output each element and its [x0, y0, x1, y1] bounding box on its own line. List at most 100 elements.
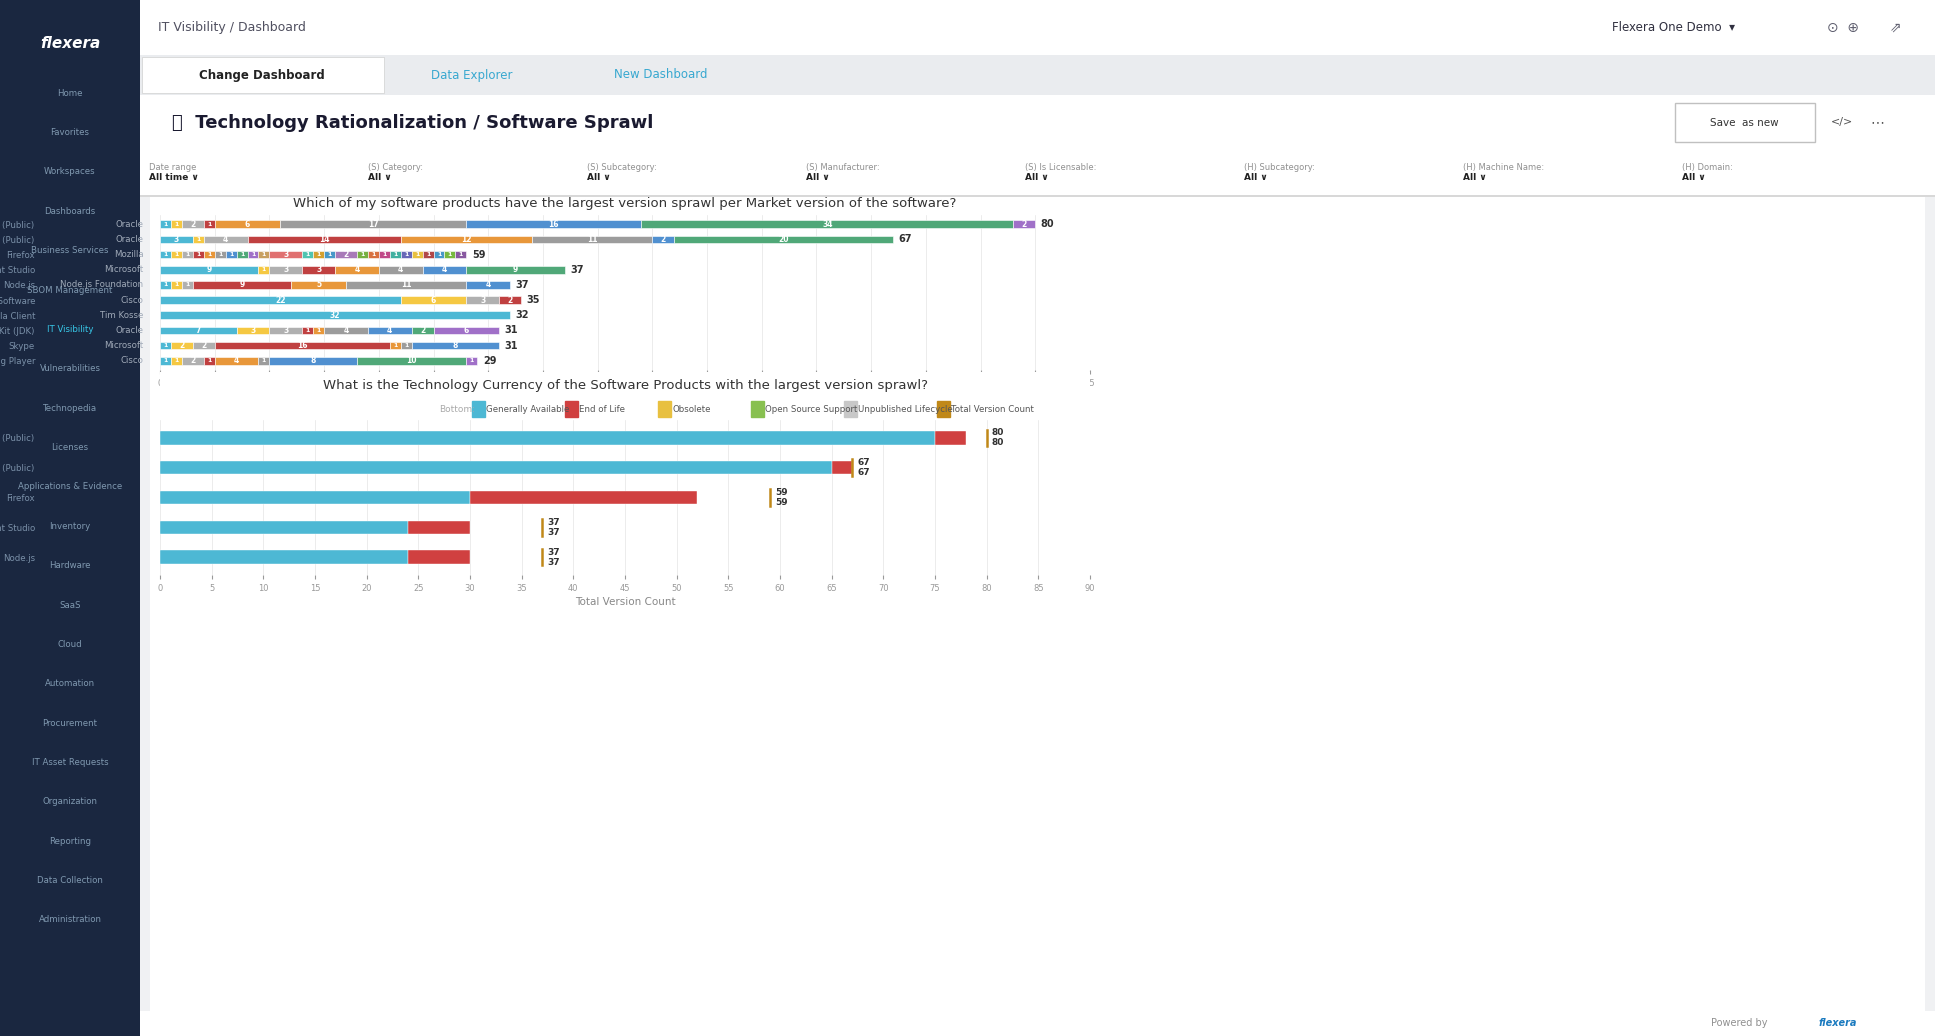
Bar [161, 521, 408, 534]
Bar [292, 281, 346, 289]
Bar [346, 281, 466, 289]
Text: Administration: Administration [39, 916, 101, 924]
Text: 1: 1 [186, 252, 190, 257]
Bar [356, 251, 368, 258]
Bar [194, 342, 215, 349]
Text: 11: 11 [401, 281, 412, 289]
Bar [455, 251, 466, 258]
Text: 35: 35 [526, 295, 540, 305]
Text: 1: 1 [393, 343, 397, 348]
Text: (H) Subcategory:: (H) Subcategory: [1244, 163, 1314, 172]
Text: 1: 1 [261, 267, 267, 272]
Text: 32: 32 [329, 311, 341, 320]
Bar [203, 235, 248, 243]
Text: Cisco: Cisco [120, 295, 143, 305]
Text: ⇗: ⇗ [1890, 21, 1902, 34]
Text: Open Source Support: Open Source Support [766, 404, 857, 413]
Text: Powered by: Powered by [1711, 1018, 1772, 1029]
Text: 1: 1 [174, 222, 178, 227]
Text: 37: 37 [515, 280, 528, 290]
Text: 67: 67 [898, 234, 911, 244]
Text: 1: 1 [317, 328, 321, 333]
Bar [532, 235, 652, 243]
Text: 6: 6 [246, 220, 250, 229]
Text: 2: 2 [507, 295, 513, 305]
Text: IT Visibility / Dashboard: IT Visibility / Dashboard [159, 21, 306, 34]
Text: Oracle: Oracle [116, 235, 143, 243]
Bar [565, 401, 577, 416]
Bar [751, 401, 764, 416]
Bar [356, 357, 466, 365]
Text: 59: 59 [774, 488, 788, 497]
Text: 4: 4 [486, 281, 491, 289]
Text: All ∨: All ∨ [1026, 173, 1049, 182]
Bar [832, 461, 851, 474]
Text: 4: 4 [399, 265, 402, 275]
Bar [408, 550, 470, 564]
Bar [236, 326, 269, 335]
Bar [673, 235, 894, 243]
Text: Applications & Evidence: Applications & Evidence [17, 483, 122, 491]
Text: New Dashboard: New Dashboard [613, 68, 708, 82]
Bar [445, 251, 455, 258]
Text: 80: 80 [993, 428, 1004, 437]
Text: Tim Kosse: Tim Kosse [101, 311, 143, 320]
Bar [182, 281, 194, 289]
Bar [182, 251, 194, 258]
Bar [422, 266, 466, 274]
Bar [194, 235, 203, 243]
Bar [161, 266, 259, 274]
Text: 2: 2 [660, 235, 666, 243]
Text: Technopedia: Technopedia [43, 404, 97, 412]
Text: Bottom:: Bottom: [439, 404, 474, 413]
Text: All ∨: All ∨ [1682, 173, 1705, 182]
Text: 11: 11 [586, 235, 598, 243]
Text: (S) Subcategory:: (S) Subcategory: [586, 163, 656, 172]
Text: Node.js Foundation: Node.js Foundation [60, 281, 143, 289]
Bar [401, 296, 466, 304]
Text: 1: 1 [207, 222, 211, 227]
Bar [844, 401, 857, 416]
Text: 1: 1 [393, 252, 397, 257]
Text: 1: 1 [404, 343, 408, 348]
Text: 9: 9 [207, 265, 211, 275]
Text: Unpublished Lifecycle: Unpublished Lifecycle [859, 404, 954, 413]
Text: 7: 7 [195, 326, 201, 335]
Bar [433, 326, 499, 335]
Text: 1: 1 [459, 252, 462, 257]
Text: 1: 1 [381, 252, 387, 257]
Bar [368, 251, 379, 258]
Bar [401, 342, 412, 349]
Text: 3: 3 [315, 265, 321, 275]
Text: Total Version Count: Total Version Count [952, 404, 1035, 413]
Bar [335, 251, 356, 258]
Bar [269, 357, 356, 365]
Text: 1: 1 [163, 222, 168, 227]
Text: 1: 1 [372, 252, 375, 257]
Text: 4: 4 [387, 326, 393, 335]
Bar [935, 431, 966, 444]
Bar [161, 550, 408, 564]
Text: 2: 2 [1022, 220, 1027, 229]
Text: Save  as new: Save as new [1711, 117, 1778, 127]
Bar [412, 326, 433, 335]
Text: 1: 1 [240, 252, 244, 257]
Text: 1: 1 [447, 252, 453, 257]
Bar [170, 281, 182, 289]
Bar [203, 221, 215, 228]
Bar [389, 251, 401, 258]
Text: (S) Manufacturer:: (S) Manufacturer: [807, 163, 880, 172]
Text: All ∨: All ∨ [586, 173, 611, 182]
Text: 1: 1 [404, 252, 408, 257]
Bar [215, 357, 259, 365]
Text: Obsolete: Obsolete [673, 404, 710, 413]
Bar [412, 251, 422, 258]
Bar [368, 326, 412, 335]
Text: 1: 1 [327, 252, 331, 257]
Text: 1: 1 [317, 252, 321, 257]
Bar [389, 342, 401, 349]
Text: 1: 1 [228, 252, 234, 257]
Text: 1: 1 [261, 358, 267, 364]
Bar [215, 221, 281, 228]
Text: 1: 1 [306, 328, 310, 333]
